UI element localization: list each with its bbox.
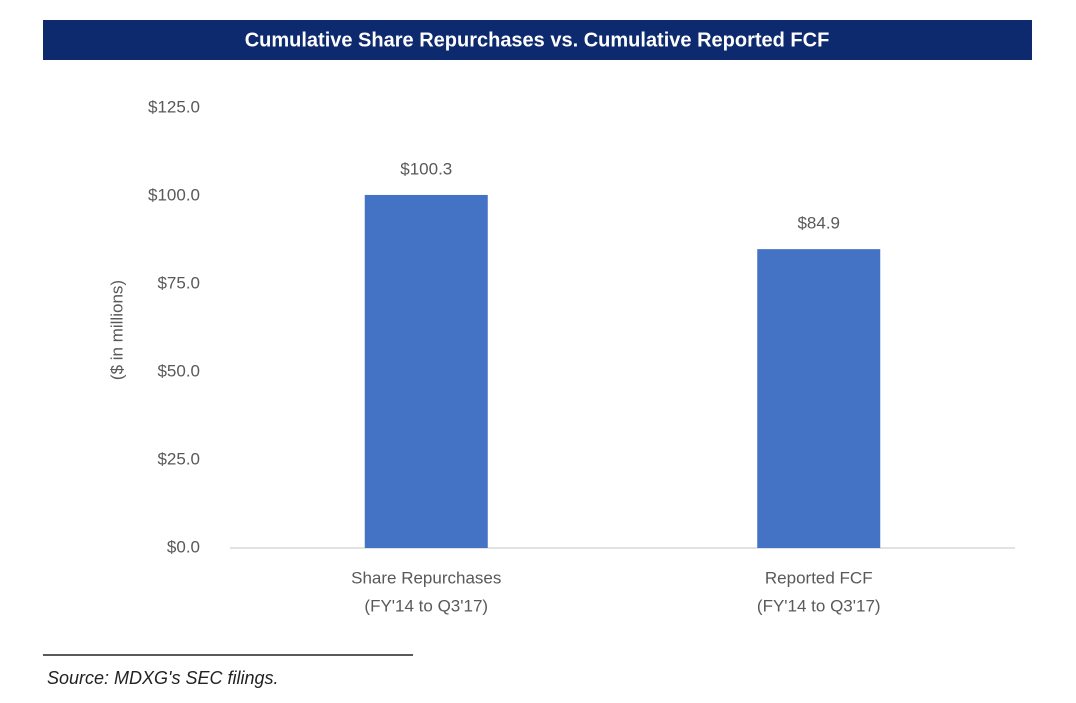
y-axis-label: ($ in millions)	[107, 280, 126, 380]
x-tick-label: Share Repurchases	[351, 568, 501, 587]
y-tick-label: $125.0	[148, 97, 200, 116]
y-tick-label: $75.0	[157, 273, 200, 292]
value-label: $100.3	[400, 159, 452, 178]
y-tick-label: $0.0	[167, 537, 200, 556]
y-tick-label: $50.0	[157, 361, 200, 380]
y-tick-label: $100.0	[148, 185, 200, 204]
x-tick-label: Reported FCF	[765, 568, 873, 587]
y-tick-label: $25.0	[157, 449, 200, 468]
x-tick-label: (FY'14 to Q3'17)	[364, 596, 488, 615]
bar	[364, 194, 488, 548]
chart-title: Cumulative Share Repurchases vs. Cumulat…	[245, 29, 830, 51]
x-tick-label: (FY'14 to Q3'17)	[757, 596, 881, 615]
source-note: Source: MDXG's SEC filings.	[47, 668, 279, 688]
title-banner	[43, 20, 1032, 60]
value-label: $84.9	[797, 214, 840, 233]
bar	[757, 249, 881, 549]
